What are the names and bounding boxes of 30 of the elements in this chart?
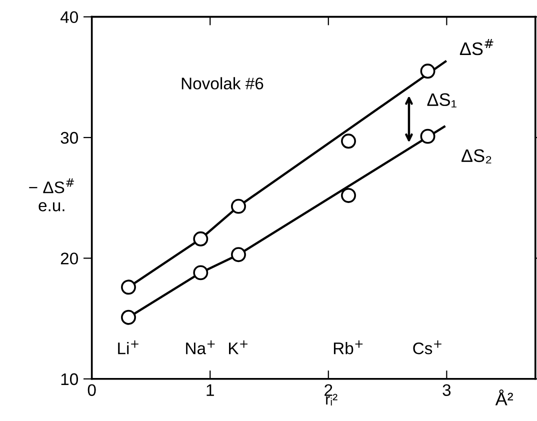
point: [420, 64, 436, 79]
annotation: Cs$^{+}$: [413, 340, 442, 354]
point: [231, 198, 246, 214]
annotation: ΔS$^{#}$: [460, 38, 494, 56]
point: [121, 310, 136, 325]
point: [420, 128, 436, 144]
point: [193, 231, 208, 246]
annotation: K$^{+}$: [229, 340, 248, 354]
annotation: Na$^{+}$: [186, 340, 215, 354]
point: [231, 247, 246, 262]
annotation: Li$^{+}$: [118, 340, 138, 354]
point: [121, 280, 136, 295]
annotation: ΔS₂: [462, 149, 492, 164]
annotation: ΔS₁: [427, 93, 456, 108]
x-tick-label: 1: [206, 384, 214, 396]
text: − ΔS$^{#}$ e.u.: [29, 178, 74, 212]
text: Å²: [495, 389, 514, 406]
annotation: Rb$^{+}$: [334, 340, 363, 354]
y-tick-label: 10: [61, 373, 78, 386]
y-tick-label: 40: [60, 11, 78, 24]
point: [193, 265, 208, 280]
y-tick-label: 30: [60, 132, 78, 144]
point: [341, 188, 356, 203]
y-tick-label: 20: [60, 252, 78, 264]
annotation: Novolak #6: [182, 77, 264, 90]
x-tick-label: 0: [88, 384, 96, 396]
x-tick-label: 3: [442, 384, 451, 396]
x-tick-label: 2: [324, 384, 332, 396]
point: [341, 134, 356, 149]
x-axis-title: rᵢ²: [326, 394, 338, 406]
